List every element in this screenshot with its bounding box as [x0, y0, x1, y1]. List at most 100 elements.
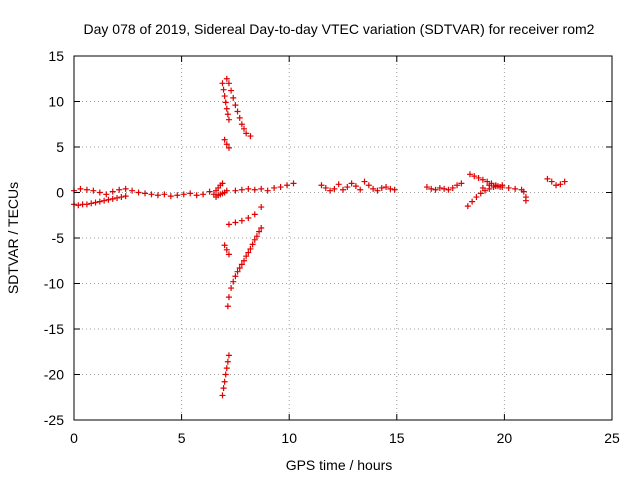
data-point — [335, 181, 342, 188]
data-point — [234, 268, 241, 275]
data-point — [234, 108, 241, 115]
data-point — [238, 121, 245, 128]
data-point — [228, 87, 235, 94]
data-point — [105, 196, 112, 203]
x-tick-label: 20 — [497, 430, 513, 446]
data-point — [428, 185, 435, 192]
data-point — [228, 285, 235, 292]
data-point — [122, 193, 129, 200]
data-point — [271, 184, 278, 191]
data-point — [206, 188, 213, 195]
x-tick-label: 15 — [389, 430, 405, 446]
data-point — [83, 186, 90, 193]
data-point — [220, 385, 227, 392]
series-11 — [219, 352, 232, 399]
data-point — [221, 242, 228, 249]
data-point — [264, 187, 271, 194]
data-point — [225, 80, 232, 87]
y-tick-label: -15 — [44, 321, 64, 337]
y-tick-label: -20 — [44, 367, 64, 383]
data-point — [473, 194, 480, 201]
data-point — [236, 114, 243, 121]
data-point — [129, 187, 136, 194]
series-6 — [223, 75, 254, 140]
y-axis-title: SDTVAR / TECUs — [5, 182, 21, 294]
data-point — [361, 178, 368, 185]
data-point — [238, 217, 245, 224]
data-point — [225, 144, 232, 151]
series-18 — [520, 188, 529, 204]
series-13 — [318, 178, 398, 194]
y-tick-label: -25 — [44, 412, 64, 428]
data-point — [258, 185, 265, 192]
data-point — [383, 184, 390, 191]
data-point — [432, 186, 439, 193]
data-point — [365, 182, 372, 189]
data-point — [445, 186, 452, 193]
data-point — [230, 94, 237, 101]
data-point — [221, 93, 228, 100]
series-4 — [213, 187, 230, 201]
data-point — [340, 186, 346, 193]
data-point — [557, 181, 564, 188]
data-point — [223, 105, 230, 112]
data-point — [245, 249, 252, 256]
data-point — [512, 185, 519, 192]
data-point — [219, 80, 226, 87]
x-tick-label: 0 — [70, 430, 78, 446]
data-point — [256, 228, 263, 235]
data-point — [284, 182, 291, 189]
data-point — [258, 204, 265, 211]
data-point — [221, 136, 228, 143]
x-tick-label: 5 — [178, 430, 186, 446]
data-point — [277, 184, 284, 191]
series-2 — [71, 185, 213, 200]
data-point — [548, 178, 555, 185]
data-point — [466, 171, 473, 178]
data-point — [484, 178, 491, 185]
data-point — [505, 184, 512, 191]
data-point — [75, 202, 82, 209]
y-tick-label: 5 — [56, 139, 64, 155]
data-point — [322, 184, 329, 191]
grid — [74, 56, 612, 420]
data-point — [83, 201, 90, 208]
y-tick-label: -10 — [44, 276, 64, 292]
data-point — [219, 392, 226, 399]
y-tick-label: -5 — [52, 230, 65, 246]
series-10 — [224, 224, 265, 310]
data-point — [225, 116, 232, 123]
data-point — [232, 102, 239, 109]
series-12 — [232, 180, 297, 194]
data-point — [253, 233, 260, 240]
data-point — [223, 365, 230, 372]
series-7 — [221, 136, 232, 151]
y-tick-label: 15 — [48, 48, 64, 64]
data-point — [479, 176, 486, 183]
data-point — [469, 198, 476, 205]
data-point — [223, 141, 230, 148]
data-point — [318, 182, 325, 189]
chart-title: Day 078 of 2019, Sidereal Day-to-day VTE… — [84, 21, 595, 37]
data-point — [454, 182, 461, 189]
y-tick-label: 10 — [48, 94, 64, 110]
data-point — [247, 245, 254, 252]
x-axis: 0 5 10 15 20 25 — [70, 56, 620, 446]
data-point — [223, 187, 230, 194]
data-point — [222, 371, 229, 378]
data-point — [135, 189, 142, 196]
data-point — [220, 86, 227, 93]
data-point — [449, 184, 456, 191]
data-point — [522, 197, 529, 204]
data-point — [225, 251, 232, 258]
data-point — [245, 214, 252, 221]
data-point — [161, 191, 168, 198]
data-point — [477, 190, 484, 197]
data-points — [71, 75, 568, 399]
data-point — [118, 194, 125, 201]
data-point — [357, 186, 364, 193]
series-14 — [423, 180, 465, 193]
data-point — [479, 184, 486, 191]
y-tick-label: 0 — [56, 185, 64, 201]
series-17 — [479, 182, 525, 193]
